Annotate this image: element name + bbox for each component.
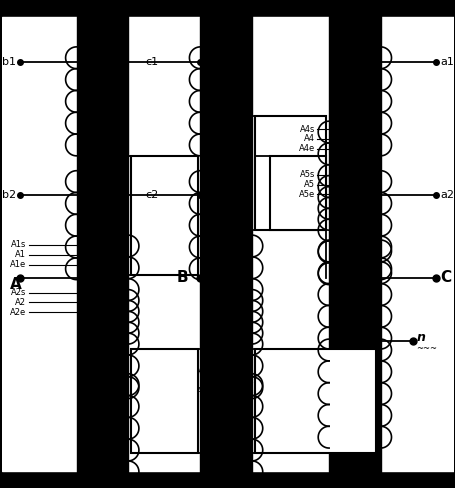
Text: b2: b2 xyxy=(2,190,16,201)
Bar xyxy=(76,2,128,486)
Text: b1: b1 xyxy=(2,57,16,67)
Text: A1s: A1s xyxy=(10,241,26,249)
Text: A5s: A5s xyxy=(299,170,314,179)
Bar xyxy=(251,17,329,471)
Text: A1e: A1e xyxy=(10,260,26,269)
Text: c1: c1 xyxy=(146,57,159,67)
Text: a1: a1 xyxy=(439,57,453,67)
Text: A4s: A4s xyxy=(299,124,314,134)
Bar xyxy=(131,349,198,453)
Text: A5e: A5e xyxy=(298,190,314,199)
Bar xyxy=(131,156,198,275)
Text: A3: A3 xyxy=(202,377,213,386)
Text: B: B xyxy=(177,270,188,285)
Text: A2s: A2s xyxy=(10,288,26,297)
Text: a2: a2 xyxy=(439,190,453,201)
Text: A: A xyxy=(10,277,22,292)
Text: A3e: A3e xyxy=(197,387,213,396)
Text: ~~~: ~~~ xyxy=(415,345,436,353)
Text: A4e: A4e xyxy=(298,144,314,153)
Text: C: C xyxy=(439,270,450,285)
Bar xyxy=(269,156,325,230)
Bar xyxy=(200,2,251,486)
Text: A2e: A2e xyxy=(10,308,26,317)
Text: A2: A2 xyxy=(15,298,26,307)
Text: A3s: A3s xyxy=(197,367,213,376)
Bar xyxy=(254,116,325,230)
Text: A5: A5 xyxy=(303,180,314,189)
Bar xyxy=(128,17,200,471)
Bar xyxy=(329,2,380,486)
Text: n: n xyxy=(415,330,424,344)
Bar xyxy=(380,17,453,471)
Text: c2: c2 xyxy=(146,190,159,201)
Text: A4: A4 xyxy=(303,135,314,143)
Text: A1: A1 xyxy=(15,250,26,260)
Bar xyxy=(2,17,76,471)
Bar xyxy=(254,349,375,453)
